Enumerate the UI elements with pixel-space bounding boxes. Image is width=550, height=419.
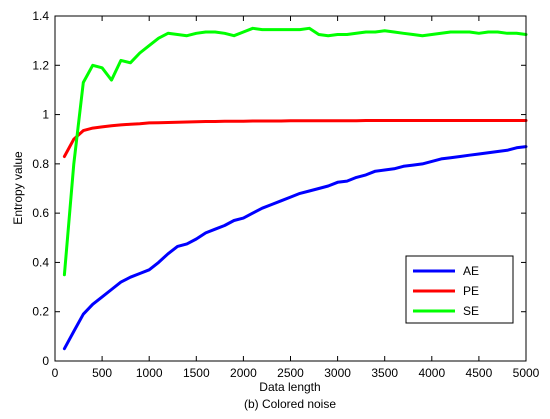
x-tick-label: 1500 (183, 366, 210, 380)
series-line-se (62, 26, 528, 277)
x-tick-label: 4500 (466, 366, 493, 380)
x-tick-label: 2500 (277, 366, 304, 380)
y-tick-label: 1.4 (32, 9, 49, 23)
x-axis-label: Data length (259, 380, 320, 394)
y-tick-labels: 0 0.2 0.4 0.6 0.8 1 1.2 1.4 (32, 9, 49, 368)
series-line-pe (62, 119, 528, 158)
y-axis-label: Entropy value (11, 151, 25, 225)
legend-label-se: SE (463, 304, 479, 318)
y-tick-label: 0.8 (32, 157, 49, 171)
y-tick-label: 1 (42, 108, 49, 122)
x-tick-label: 500 (92, 366, 112, 380)
x-tick-label: 3000 (324, 366, 351, 380)
x-tick-label: 3500 (371, 366, 398, 380)
series-line-ae (62, 145, 528, 351)
x-tick-label: 5000 (513, 366, 540, 380)
y-tick-label: 1.2 (32, 58, 49, 72)
legend-label-pe: PE (463, 284, 479, 298)
legend: AE PE SE (405, 255, 514, 324)
y-tick-label: 0.2 (32, 305, 49, 319)
legend-label-ae: AE (463, 264, 479, 278)
y-tick-label: 0.4 (32, 255, 49, 269)
plot-area-frame (54, 15, 527, 362)
x-tick-labels: 0 500 1000 1500 2000 2500 3000 3500 4000 4500 5000 (52, 366, 540, 380)
series-lines (62, 26, 528, 351)
x-tick-label: 2000 (230, 366, 257, 380)
x-tick-label: 1000 (136, 366, 163, 380)
y-tick-label: 0 (42, 354, 49, 368)
x-tick-label: 0 (52, 366, 59, 380)
x-tick-label: 4000 (418, 366, 445, 380)
y-tick-label: 0.6 (32, 206, 49, 220)
chart-caption: (b) Colored noise (244, 397, 336, 411)
